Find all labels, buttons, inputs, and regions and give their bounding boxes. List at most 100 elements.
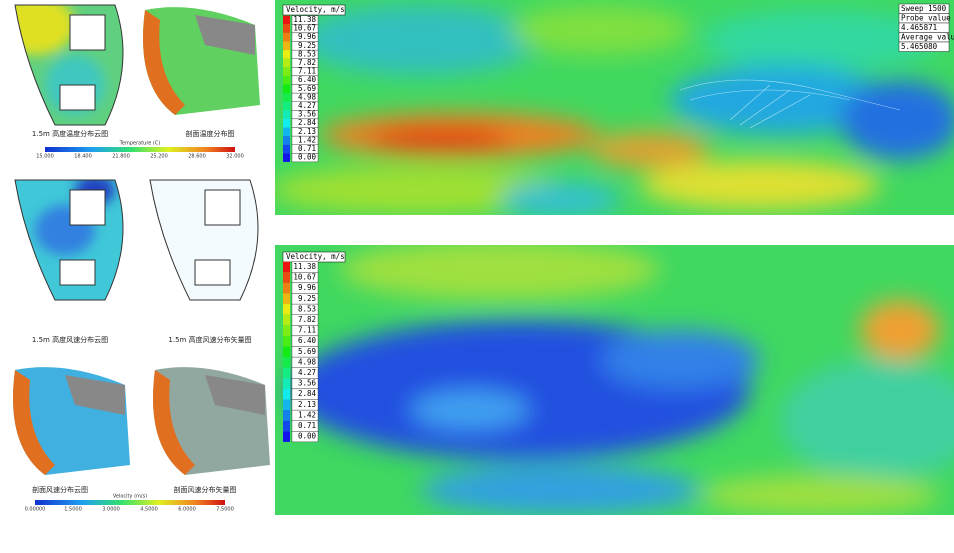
legend-swatch [283, 431, 290, 442]
rendering-wind-section [13, 367, 130, 475]
legend-label: 1.42 [298, 410, 316, 419]
colorbar-tick: 3.0000 [102, 507, 120, 513]
colorbar-tick: 28.600 [188, 154, 206, 160]
legend-label: 9.25 [298, 41, 316, 50]
colorbar-tick: 21.800 [112, 154, 130, 160]
legend-swatch [283, 110, 290, 119]
legend-label: 4.27 [298, 368, 316, 377]
legend-swatch [283, 399, 290, 411]
legend-label: 6.40 [298, 336, 317, 345]
legend-label: 7.11 [298, 326, 316, 335]
colorbar-title: Temperature (C) [119, 141, 161, 147]
legend-label: 11.38 [293, 15, 316, 24]
caption: 1.5m 高度风速分布矢量图 [168, 335, 251, 344]
legend-swatch [283, 304, 290, 315]
legend-label: 1.42 [298, 135, 316, 144]
rendering-wind-section-vector [153, 367, 270, 475]
probe-box [898, 41, 950, 52]
legend-label: 4.98 [298, 92, 317, 101]
legend-label: 9.25 [298, 294, 316, 303]
rendering-temp-section [143, 7, 260, 115]
probe-text: Sweep 1500 [901, 4, 947, 13]
legend-swatch [283, 144, 290, 154]
legend-swatch [283, 388, 290, 400]
legend-swatch [283, 420, 290, 432]
legend-label: 8.53 [298, 49, 316, 58]
legend-label: 9.96 [298, 283, 317, 292]
colorbar-title: Velocity (m/s) [113, 494, 147, 500]
legend-label: 9.96 [298, 32, 317, 41]
caption: 1.5m 高度温度分布云图 [32, 129, 108, 138]
rendering-wind-plan [14, 179, 124, 301]
velocity-field-bottom [275, 245, 954, 515]
legend-swatch [283, 153, 290, 162]
legend-swatch [283, 32, 290, 42]
legend-swatch [283, 272, 290, 283]
caption: 剖面风速分布云图 [32, 485, 88, 494]
legend-label: 5.69 [298, 347, 316, 356]
legend-swatch [283, 410, 290, 421]
legend-label: 0.00 [298, 432, 317, 441]
legend-label: 8.53 [298, 304, 316, 313]
rendering-wind-vector [149, 179, 259, 301]
colorbar-velocity [35, 500, 225, 505]
legend-swatch [283, 93, 290, 102]
legend-label: 0.00 [298, 153, 317, 162]
legend-swatch [283, 118, 290, 128]
legend-label: 0.71 [298, 144, 316, 153]
rendering-temp-plan [14, 4, 124, 126]
legend-label: 7.82 [298, 315, 316, 324]
legend-label: 2.84 [298, 389, 317, 398]
legend-swatch [283, 24, 290, 33]
legend-label: 4.27 [298, 101, 316, 110]
legend-swatch [283, 314, 290, 326]
legend-label: 0.71 [298, 421, 316, 430]
legend-label: 5.69 [298, 84, 316, 93]
legend-swatch [283, 101, 290, 111]
legend-swatch [283, 84, 290, 94]
legend-label: 2.13 [298, 127, 316, 136]
legend-label-box [291, 153, 319, 163]
legend-swatch [283, 282, 290, 294]
legend-label-box [291, 431, 319, 443]
legend-label: 2.13 [298, 400, 316, 409]
colorbar-tick: 18.400 [74, 154, 92, 160]
legend-swatch [283, 50, 290, 59]
legend-label: 10.67 [293, 24, 316, 33]
legend-swatch [283, 127, 290, 137]
legend-swatch [283, 325, 290, 336]
probe-text: Probe value [901, 14, 951, 23]
colorbar-tick: 4.5000 [140, 507, 158, 513]
probe-text: 5.465080 [901, 42, 938, 51]
legend-label: 7.11 [298, 67, 316, 76]
colorbar-tick: 1.5000 [64, 507, 82, 513]
velocity-field-top [275, 0, 954, 215]
probe-text: Average value [901, 33, 954, 42]
legend-swatch [283, 75, 290, 85]
legend-swatch [283, 357, 290, 368]
colorbar-tick: 32.000 [226, 154, 244, 160]
legend-swatch [283, 136, 290, 145]
probe-text: 4.465871 [901, 23, 937, 32]
colorbar-tick: 15.000 [36, 154, 54, 160]
legend-swatch [283, 67, 290, 76]
legend-swatch [283, 58, 290, 68]
colorbar-tick: 25.200 [150, 154, 168, 160]
legend-label: 6.40 [298, 75, 317, 84]
legend-label: 2.84 [298, 118, 317, 127]
legend-swatch [283, 15, 290, 25]
legend-title: Velocity, m/s [286, 5, 345, 14]
legend-swatch [283, 346, 290, 358]
legend-swatch [283, 367, 290, 379]
legend-label: 10.67 [293, 273, 316, 282]
legend-title: Velocity, m/s [286, 252, 345, 261]
caption: 剖面温度分布图 [186, 129, 235, 138]
legend-label: 3.56 [298, 379, 317, 388]
caption: 剖面风速分布矢量图 [174, 485, 237, 494]
legend-swatch [283, 378, 290, 389]
legend-swatch [283, 261, 290, 273]
legend-title-box [282, 4, 346, 16]
legend-swatch [283, 335, 290, 347]
colorbar-tick: 0.00000 [25, 507, 46, 513]
